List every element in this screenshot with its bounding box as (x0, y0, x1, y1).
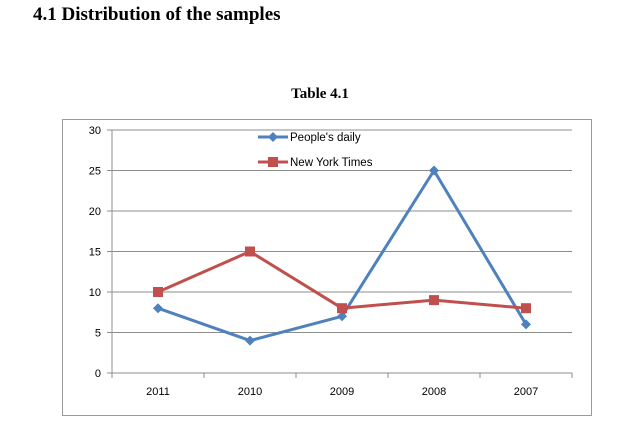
chart-title: Table 4.1 (291, 86, 349, 102)
data-point-0-2 (337, 311, 347, 322)
data-point-0-0 (153, 303, 163, 314)
data-point-1-2 (337, 303, 347, 314)
data-point-1-3 (429, 295, 439, 306)
data-point-0-4 (521, 319, 531, 330)
y-tick-label-20: 20 (89, 206, 101, 218)
x-tick-label-2010: 2010 (238, 386, 262, 398)
section-heading: 4.1 Distribution of the samples (33, 4, 281, 25)
y-tick-label-25: 25 (89, 166, 101, 178)
legend-marker-1 (268, 157, 278, 167)
y-tick-label-5: 5 (95, 328, 101, 340)
y-tick-label-30: 30 (89, 125, 101, 137)
y-tick-label-0: 0 (95, 368, 101, 380)
data-point-0-3 (429, 165, 439, 176)
data-point-0-1 (245, 335, 255, 346)
legend-label-1: New York Times (290, 157, 373, 169)
data-point-1-1 (245, 246, 255, 257)
x-tick-label-2009: 2009 (330, 386, 354, 398)
data-point-1-4 (521, 303, 531, 314)
legend-marker-0 (268, 132, 278, 142)
data-point-1-0 (153, 287, 163, 297)
chart-frame (62, 119, 592, 416)
series-line-1 (157, 250, 527, 310)
legend-label-0: People's daily (290, 132, 361, 144)
x-tick-label-2008: 2008 (422, 386, 446, 398)
y-tick-label-15: 15 (89, 247, 101, 259)
y-tick-label-10: 10 (89, 287, 101, 299)
x-tick-label-2007: 2007 (514, 386, 538, 398)
x-tick-label-2011: 2011 (146, 386, 170, 398)
